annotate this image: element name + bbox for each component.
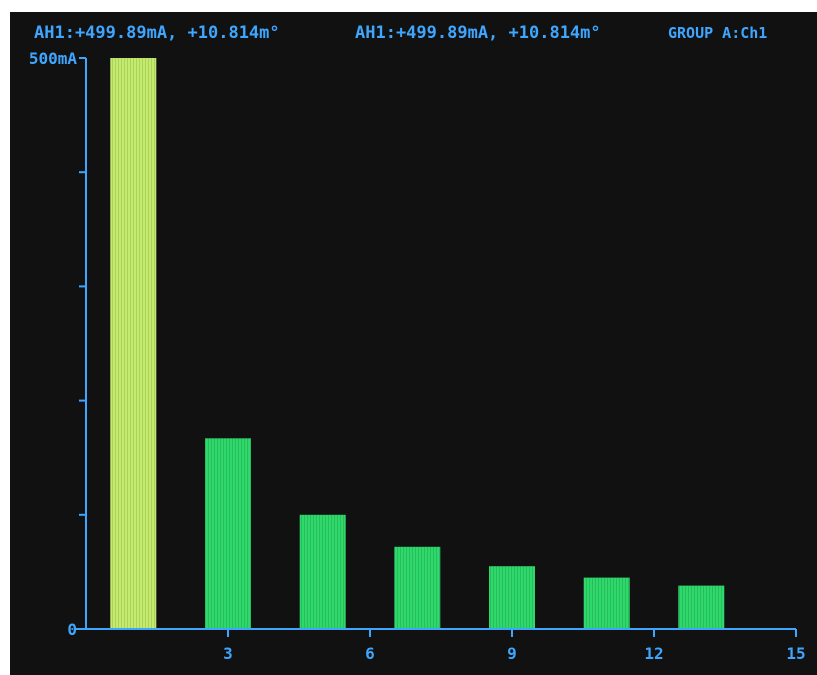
group-channel-label: GROUP A:Ch1 <box>668 24 768 42</box>
harmonic-readout-primary: AH1:+499.89mA, +10.814m° <box>34 23 280 43</box>
harmonic-readout-secondary: AH1:+499.89mA, +10.814m° <box>355 23 601 43</box>
bar-harmonic-5-texture <box>299 514 346 629</box>
x-tick-label: 12 <box>644 644 663 663</box>
analyzer-screen: AH1:+499.89mA, +10.814m° AH1:+499.89mA, … <box>10 12 817 675</box>
bar-harmonic-3-texture <box>205 438 251 629</box>
bar-harmonic-9-texture <box>489 566 535 629</box>
x-tick-label: 9 <box>507 644 517 663</box>
harmonic-bar-chart: 0 500mA 3 6 9 12 15 <box>29 49 806 663</box>
bars-group <box>110 58 725 629</box>
x-tick-label: 3 <box>223 644 233 663</box>
bar-harmonic-11-texture <box>583 577 630 629</box>
y-tick-label: 0 <box>67 620 77 639</box>
x-tick-label: 15 <box>786 644 805 663</box>
bar-harmonic-1-texture <box>110 58 157 629</box>
y-tick-label: 500mA <box>29 49 78 68</box>
axes-group: 0 500mA 3 6 9 12 15 <box>29 49 806 663</box>
bar-harmonic-7-texture <box>394 546 441 629</box>
bar-harmonic-13-texture <box>678 585 725 629</box>
x-tick-label: 6 <box>365 644 375 663</box>
